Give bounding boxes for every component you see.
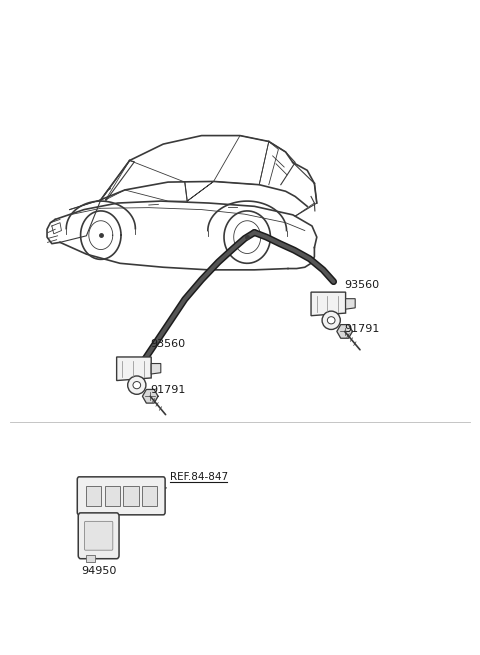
Bar [86,555,95,562]
Text: 94950: 94950 [82,566,117,576]
Text: 93560: 93560 [345,280,380,290]
Text: 91791: 91791 [345,324,380,334]
Bar [142,486,157,506]
Text: REF.84-847: REF.84-847 [170,472,228,482]
FancyBboxPatch shape [77,477,165,515]
Text: 93560: 93560 [150,339,185,349]
Polygon shape [151,364,161,374]
Polygon shape [117,357,151,381]
Bar [86,486,101,506]
FancyBboxPatch shape [84,521,113,550]
Bar [123,486,139,506]
Ellipse shape [327,317,335,324]
Ellipse shape [133,381,141,389]
Ellipse shape [128,376,146,394]
Bar [105,486,120,506]
Polygon shape [311,292,346,316]
Polygon shape [337,325,352,338]
Polygon shape [143,390,158,403]
Ellipse shape [322,311,340,329]
Text: 91791: 91791 [150,385,185,395]
Polygon shape [346,299,355,309]
FancyBboxPatch shape [78,513,119,559]
